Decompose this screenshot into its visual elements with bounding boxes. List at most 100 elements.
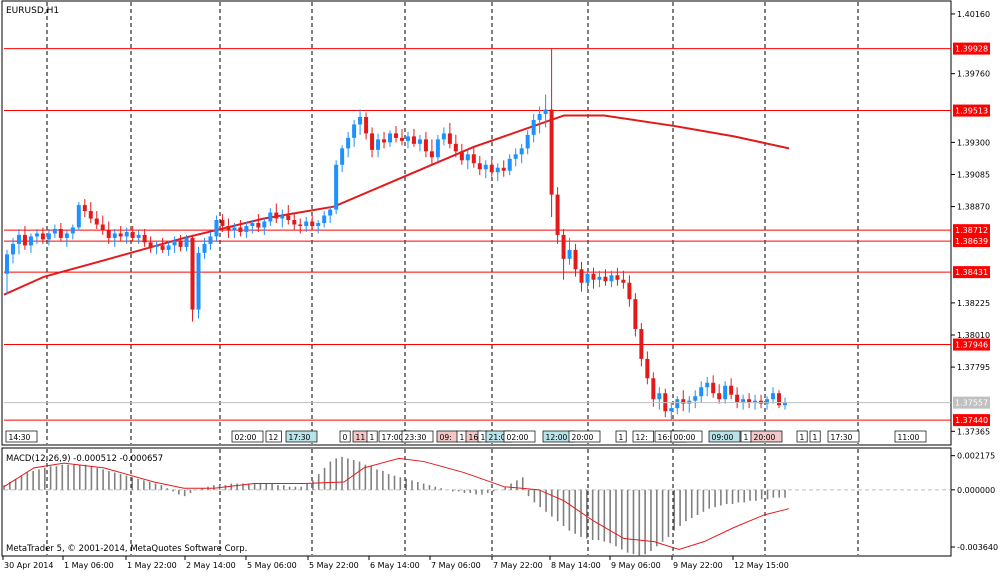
candle	[573, 243, 578, 277]
svg-text:17:30: 17:30	[831, 433, 853, 442]
price-axis-label: 1.38010	[957, 331, 990, 340]
candle	[22, 225, 27, 250]
candle	[531, 113, 536, 143]
event-marker[interactable]: 11:00	[894, 430, 927, 443]
candle	[100, 215, 105, 235]
candle	[214, 215, 219, 241]
candle	[777, 390, 782, 409]
candle	[411, 128, 416, 147]
candle	[723, 381, 728, 404]
candle	[16, 228, 21, 255]
price-level-label: 1.37440	[955, 416, 988, 425]
candle	[483, 160, 488, 179]
event-marker[interactable]: 12	[265, 430, 282, 443]
event-marker[interactable]: 0	[339, 430, 351, 443]
macd-axis-label: -0.003640	[957, 543, 998, 552]
event-marker[interactable]: 00:00	[670, 430, 703, 443]
svg-text:11: 11	[356, 433, 366, 442]
candle	[717, 384, 722, 404]
svg-text:02:00: 02:00	[235, 433, 257, 442]
candle	[597, 270, 602, 288]
price-axis-label: 1.39760	[957, 70, 990, 79]
candle	[340, 145, 345, 173]
candle	[747, 393, 752, 409]
candle	[124, 227, 129, 244]
event-marker[interactable]: 02:00	[503, 430, 536, 443]
candle	[651, 372, 656, 407]
svg-text:1: 1	[800, 433, 805, 442]
candle	[537, 106, 542, 134]
price-level-label: 1.38639	[955, 237, 988, 246]
event-marker[interactable]: 1	[809, 430, 821, 443]
time-axis-label: 1 May 22:00	[127, 561, 177, 570]
event-marker[interactable]: 11	[352, 430, 369, 443]
candle	[238, 220, 243, 237]
candle	[388, 130, 393, 147]
candle	[495, 163, 500, 182]
indicator-label: MACD(12,26,9) -0.000512 -0.000657	[6, 454, 163, 464]
candle	[447, 122, 452, 149]
macd-panel[interactable]	[1, 447, 952, 557]
event-marker[interactable]: 17:30	[285, 430, 318, 443]
candle	[160, 237, 165, 253]
candle	[567, 237, 572, 265]
candle	[370, 127, 375, 158]
candle	[423, 131, 428, 158]
event-marker[interactable]: 20:00	[568, 430, 601, 443]
price-level-label: 1.38712	[955, 226, 988, 235]
event-marker[interactable]: 02:00	[231, 430, 264, 443]
time-axis-label: 8 May 14:00	[551, 561, 601, 570]
price-level-tag	[953, 266, 990, 279]
candle	[172, 236, 177, 253]
svg-text:1: 1	[370, 433, 375, 442]
candle	[549, 48, 554, 218]
price-level-tag	[953, 42, 990, 55]
candle	[645, 351, 650, 385]
main-chart-panel[interactable]	[1, 0, 952, 446]
candle	[657, 387, 662, 410]
candle	[262, 218, 267, 235]
candle	[94, 211, 99, 229]
svg-text:17:30: 17:30	[289, 433, 311, 442]
candle	[136, 230, 141, 244]
candle	[417, 134, 422, 152]
candle	[232, 223, 237, 238]
candle	[771, 387, 776, 404]
candle	[316, 220, 321, 234]
event-marker[interactable]: 20:00	[750, 430, 783, 443]
svg-text:1: 1	[619, 433, 624, 442]
event-marker[interactable]: 1	[796, 430, 808, 443]
price-level-tag	[953, 104, 990, 117]
candle	[489, 157, 494, 177]
candle	[471, 146, 476, 168]
price-axis-label: 1.38225	[957, 299, 990, 308]
event-marker[interactable]: 1	[615, 430, 627, 443]
event-marker[interactable]: 23:30	[401, 430, 434, 443]
event-marker[interactable]: 14:30	[5, 430, 38, 443]
event-marker[interactable]: 09:	[436, 430, 458, 443]
svg-text:1: 1	[813, 433, 818, 442]
event-marker[interactable]: 09:00	[708, 430, 741, 443]
candle	[519, 143, 524, 164]
candle	[178, 234, 183, 252]
svg-text:20:00: 20:00	[754, 433, 776, 442]
macd-axis-label: 0.000000	[957, 486, 995, 495]
event-marker[interactable]: 12:	[632, 430, 654, 443]
event-marker[interactable]: 17:30	[827, 430, 860, 443]
candle	[609, 270, 614, 288]
candle	[394, 125, 398, 143]
svg-text:09:: 09:	[440, 433, 452, 442]
candle	[603, 269, 608, 286]
copyright-text: MetaTrader 5, © 2001-2014, MetaQuotes So…	[6, 544, 247, 554]
candle	[579, 261, 584, 292]
candle	[358, 109, 363, 135]
candle	[292, 212, 297, 231]
candle	[148, 236, 153, 253]
candle	[280, 209, 285, 228]
candle	[346, 131, 351, 158]
event-marker[interactable]: 1	[740, 430, 752, 443]
event-marker[interactable]: 1	[366, 430, 378, 443]
candle	[441, 127, 446, 146]
